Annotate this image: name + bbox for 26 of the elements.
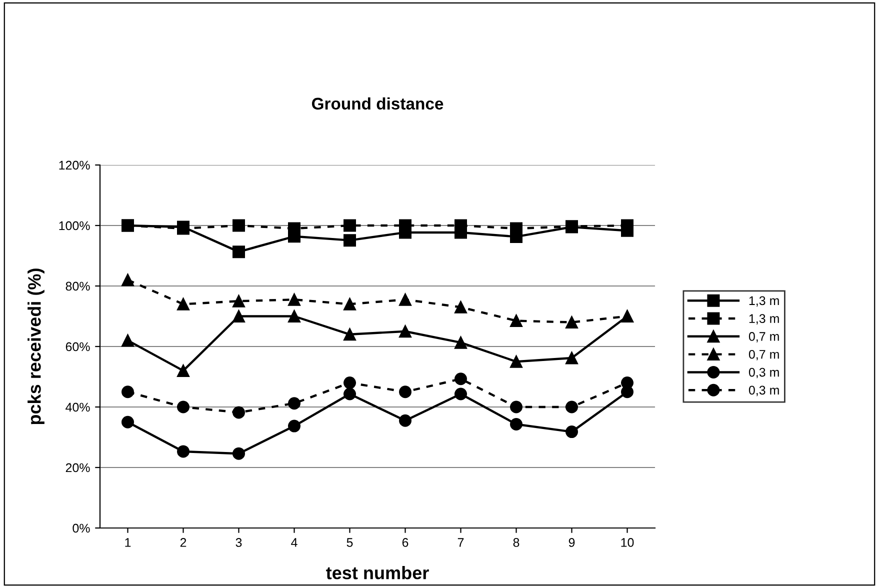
y-tick-label: 80% (66, 282, 90, 291)
x-axis-title: test number (326, 566, 429, 580)
x-tick-label: 2 (180, 538, 186, 547)
x-tick-label: 7 (458, 538, 464, 547)
y-tick-label: 120% (59, 160, 90, 170)
x-tick-label: 6 (402, 538, 408, 547)
legend-label: 0,3 m (748, 368, 779, 378)
chart-title: Ground distance (312, 97, 444, 110)
x-tick-label: 3 (236, 538, 242, 547)
legend-label: 1,3 m (749, 296, 779, 307)
legend-label: 0,3 m (748, 386, 779, 396)
y-tick-label: 20% (66, 463, 90, 472)
legend-label: 0,7 m (748, 350, 779, 360)
y-tick-label: 100% (59, 221, 90, 230)
x-tick-label: 5 (346, 538, 353, 547)
x-tick-label: 4 (291, 538, 298, 547)
x-tick-label: 10 (621, 538, 634, 547)
y-axis-title: pcks receivedi (%) (28, 268, 44, 424)
y-tick-label: 0% (72, 524, 90, 533)
x-tick-label: 8 (513, 538, 520, 547)
y-tick-label: 40% (66, 402, 90, 412)
x-tick-label: 9 (568, 538, 575, 547)
y-tick-label: 60% (66, 342, 90, 352)
legend-label: 0,7 m (748, 332, 779, 342)
legend-label: 1,3 m (749, 314, 779, 324)
x-tick-label: 1 (125, 538, 131, 547)
